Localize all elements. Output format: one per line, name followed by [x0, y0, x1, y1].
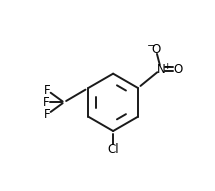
Text: −: − — [147, 41, 156, 51]
Text: N: N — [157, 63, 165, 76]
Text: F: F — [44, 84, 51, 97]
Text: +: + — [163, 62, 170, 71]
Text: O: O — [173, 63, 183, 76]
Text: Cl: Cl — [107, 143, 119, 156]
Text: F: F — [43, 96, 49, 109]
Text: F: F — [44, 108, 51, 121]
Text: O: O — [151, 43, 160, 56]
